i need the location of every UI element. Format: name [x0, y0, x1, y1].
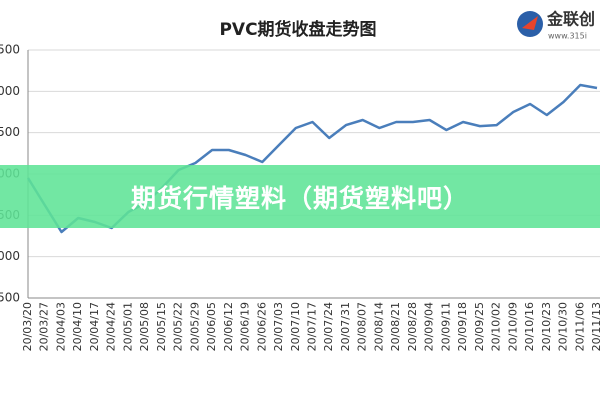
x-tick-label: 20/06/12	[222, 302, 235, 351]
x-tick-label: 20/07/31	[339, 302, 352, 351]
y-tick-label: 6500	[0, 125, 20, 139]
chart-title: PVC期货收盘走势图	[219, 19, 376, 40]
logo: 金联创 www.315i	[517, 10, 595, 41]
y-tick-label: 7500	[0, 43, 20, 57]
logo-icon-accent	[522, 16, 538, 30]
logo-url: www.315i	[548, 32, 587, 41]
x-tick-label: 20/05/15	[155, 302, 168, 351]
x-tick-label: 20/08/21	[389, 302, 402, 351]
x-tick-label: 20/05/08	[138, 302, 151, 351]
x-tick-label: 20/07/03	[272, 302, 285, 351]
x-tick-label: 20/06/26	[255, 302, 268, 351]
x-tick-label: 20/04/17	[88, 302, 101, 351]
x-tick-label: 20/07/17	[306, 302, 319, 351]
x-tick-label: 20/10/09	[506, 302, 519, 351]
x-tick-label: 20/08/07	[356, 302, 369, 351]
x-tick-label: 20/10/30	[557, 302, 570, 351]
logo-name: 金联创	[546, 10, 595, 29]
x-tick-label: 20/08/14	[372, 302, 385, 351]
x-tick-label: 20/10/23	[540, 302, 553, 351]
y-tick-label: 7000	[0, 84, 20, 98]
x-tick-label: 20/04/03	[54, 302, 67, 351]
x-tick-label: 20/04/24	[105, 302, 118, 351]
x-tick-label: 20/09/18	[456, 302, 469, 351]
x-tick-label: 20/05/01	[121, 302, 134, 351]
x-tick-label: 20/06/19	[239, 302, 252, 351]
x-tick-label: 20/08/28	[406, 302, 419, 351]
x-tick-label: 20/09/11	[439, 302, 452, 351]
x-tick-label: 20/05/29	[188, 302, 201, 351]
x-tick-label: 20/06/05	[205, 302, 218, 351]
x-tick-label: 20/07/24	[322, 302, 335, 351]
x-tick-label: 20/03/27	[38, 302, 51, 351]
x-tick-label: 20/04/10	[71, 302, 84, 351]
y-tick-label: 4500	[0, 291, 20, 305]
x-tick-label: 20/10/02	[490, 302, 503, 351]
x-tick-label: 20/11/13	[590, 302, 600, 351]
banner: 期货行情塑料（期货塑料吧）	[0, 165, 600, 228]
x-tick-label: 20/09/25	[473, 302, 486, 351]
x-tick-label: 20/09/04	[423, 302, 436, 351]
x-tick-label: 20/10/16	[523, 302, 536, 351]
x-tick-label: 20/05/22	[172, 302, 185, 351]
x-tick-label: 20/03/20	[21, 302, 34, 351]
x-tick-label: 20/11/06	[573, 302, 586, 351]
x-tick-label: 20/07/10	[289, 302, 302, 351]
